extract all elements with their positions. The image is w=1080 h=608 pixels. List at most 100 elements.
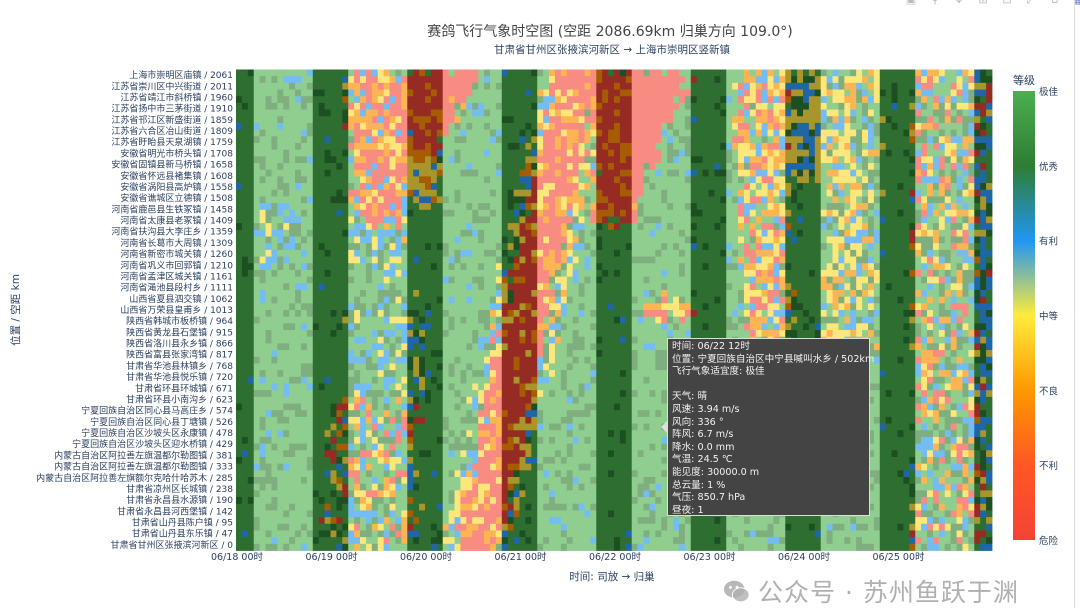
heatmap-cell[interactable]: [956, 243, 963, 251]
heatmap-cell[interactable]: [590, 129, 597, 137]
heatmap-cell[interactable]: [342, 296, 349, 304]
heatmap-cell[interactable]: [932, 183, 940, 191]
heatmap-cell[interactable]: [785, 189, 792, 197]
heatmap-cell[interactable]: [354, 289, 361, 298]
heatmap-cell[interactable]: [785, 316, 792, 324]
heatmap-cell[interactable]: [531, 209, 538, 217]
heatmap-cell[interactable]: [891, 109, 898, 117]
heatmap-cell[interactable]: [484, 156, 491, 164]
heatmap-cell[interactable]: [318, 163, 325, 171]
heatmap-cell[interactable]: [720, 189, 727, 197]
heatmap-cell[interactable]: [808, 102, 816, 110]
heatmap-cell[interactable]: [832, 69, 839, 77]
heatmap-cell[interactable]: [371, 176, 379, 184]
heatmap-cell[interactable]: [596, 122, 603, 131]
heatmap-cell[interactable]: [236, 316, 243, 324]
heatmap-cell[interactable]: [755, 289, 763, 298]
heatmap-cell[interactable]: [761, 276, 768, 284]
heatmap-cell[interactable]: [442, 236, 450, 244]
heatmap-cell[interactable]: [791, 176, 798, 184]
heatmap-cell[interactable]: [797, 323, 804, 331]
heatmap-cell[interactable]: [572, 203, 579, 211]
heatmap-cell[interactable]: [531, 82, 538, 90]
heatmap-cell[interactable]: [277, 149, 284, 157]
heatmap-cell[interactable]: [761, 249, 768, 257]
heatmap-cell[interactable]: [673, 156, 680, 164]
heatmap-cell[interactable]: [732, 216, 739, 224]
heatmap-cell[interactable]: [862, 76, 869, 84]
heatmap-cell[interactable]: [407, 249, 414, 257]
heatmap-cell[interactable]: [867, 156, 875, 164]
heatmap-cell[interactable]: [566, 142, 574, 151]
heatmap-cell[interactable]: [430, 136, 438, 144]
heatmap-cell[interactable]: [596, 89, 603, 97]
heatmap-cell[interactable]: [673, 149, 680, 157]
heatmap-cell[interactable]: [389, 142, 396, 151]
heatmap-cell[interactable]: [673, 89, 680, 97]
heatmap-cell[interactable]: [702, 203, 709, 211]
heatmap-cell[interactable]: [803, 310, 810, 318]
heatmap-cell[interactable]: [236, 303, 243, 311]
heatmap-cell[interactable]: [253, 82, 261, 90]
heatmap-cell[interactable]: [661, 69, 668, 77]
heatmap-cell[interactable]: [873, 256, 881, 264]
heatmap-cell[interactable]: [283, 303, 290, 311]
heatmap-cell[interactable]: [596, 209, 603, 217]
heatmap-cell[interactable]: [608, 303, 615, 311]
heatmap-cell[interactable]: [513, 96, 520, 104]
heatmap-cell[interactable]: [484, 283, 491, 291]
heatmap-cell[interactable]: [507, 216, 514, 224]
heatmap-cell[interactable]: [277, 223, 284, 231]
heatmap-cell[interactable]: [501, 196, 509, 204]
heatmap-cell[interactable]: [820, 310, 828, 318]
heatmap-cell[interactable]: [466, 96, 473, 104]
heatmap-cell[interactable]: [312, 142, 320, 151]
heatmap-cell[interactable]: [844, 163, 851, 171]
heatmap-cell[interactable]: [324, 176, 331, 184]
heatmap-cell[interactable]: [489, 203, 497, 211]
heatmap-cell[interactable]: [667, 136, 674, 144]
heatmap-cell[interactable]: [466, 163, 473, 171]
heatmap-cell[interactable]: [891, 276, 898, 284]
heatmap-cell[interactable]: [371, 316, 379, 324]
heatmap-cell[interactable]: [472, 269, 479, 277]
heatmap-cell[interactable]: [413, 316, 420, 324]
heatmap-cell[interactable]: [702, 229, 709, 237]
heatmap-cell[interactable]: [342, 263, 349, 271]
heatmap-cell[interactable]: [738, 176, 745, 184]
heatmap-cell[interactable]: [850, 203, 857, 211]
heatmap-cell[interactable]: [779, 169, 786, 177]
heatmap-cell[interactable]: [507, 82, 514, 90]
heatmap-cell[interactable]: [448, 323, 455, 331]
heatmap-cell[interactable]: [560, 289, 568, 298]
heatmap-cell[interactable]: [873, 169, 881, 177]
heatmap-cell[interactable]: [448, 296, 455, 304]
heatmap-cell[interactable]: [885, 176, 892, 184]
heatmap-cell[interactable]: [643, 96, 650, 104]
heatmap-cell[interactable]: [348, 216, 355, 224]
heatmap-cell[interactable]: [265, 142, 272, 151]
heatmap-cell[interactable]: [549, 96, 556, 104]
heatmap-cell[interactable]: [460, 316, 467, 324]
heatmap-cell[interactable]: [489, 102, 497, 110]
heatmap-cell[interactable]: [667, 310, 674, 318]
heatmap-cell[interactable]: [306, 183, 314, 191]
heatmap-cell[interactable]: [407, 183, 414, 191]
heatmap-cell[interactable]: [590, 149, 597, 157]
heatmap-cell[interactable]: [702, 156, 709, 164]
heatmap-cell[interactable]: [885, 163, 892, 171]
heatmap-cell[interactable]: [277, 269, 284, 277]
heatmap-cell[interactable]: [678, 289, 686, 298]
heatmap-cell[interactable]: [407, 303, 414, 311]
heatmap-cell[interactable]: [690, 169, 698, 177]
heatmap-cell[interactable]: [844, 196, 851, 204]
heatmap-cell[interactable]: [814, 76, 822, 84]
heatmap-cell[interactable]: [531, 323, 538, 331]
heatmap-cell[interactable]: [932, 276, 940, 284]
heatmap-cell[interactable]: [549, 102, 556, 110]
heatmap-cell[interactable]: [484, 96, 491, 104]
heatmap-cell[interactable]: [318, 102, 325, 110]
heatmap-cell[interactable]: [637, 323, 644, 331]
heatmap-cell[interactable]: [838, 249, 845, 257]
heatmap-cell[interactable]: [419, 82, 426, 90]
